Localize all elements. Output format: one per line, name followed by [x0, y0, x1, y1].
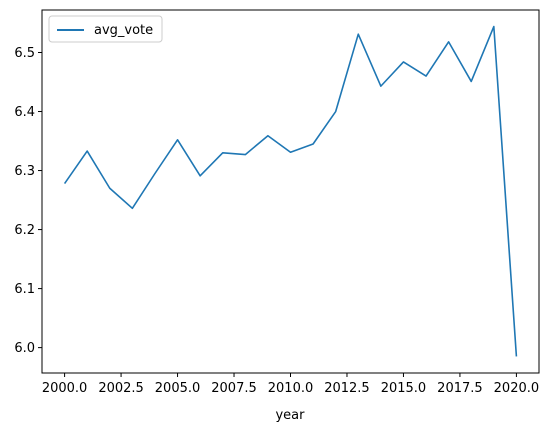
- legend-label-avg-vote: avg_vote: [94, 23, 153, 38]
- data-point: [469, 79, 474, 84]
- y-tick-label: 6.2: [14, 223, 35, 238]
- series-line-avg-vote: [65, 27, 517, 357]
- x-tick-label: 2012.5: [324, 381, 370, 396]
- x-tick-label: 2020.0: [494, 381, 540, 396]
- data-point: [491, 24, 496, 29]
- x-tick-label: 2010.0: [268, 381, 314, 396]
- data-point: [311, 141, 316, 146]
- x-tick-label: 2007.5: [211, 381, 257, 396]
- y-tick-label: 6.3: [14, 164, 35, 179]
- data-point: [152, 171, 157, 176]
- x-axis-label: year: [275, 408, 305, 423]
- y-tick-label: 6.0: [14, 341, 35, 356]
- data-point: [62, 181, 67, 186]
- data-point: [107, 186, 112, 191]
- y-tick-label: 6.1: [14, 282, 35, 297]
- data-point: [424, 74, 429, 79]
- x-tick-label: 2005.0: [155, 381, 201, 396]
- plot-frame: [42, 10, 539, 373]
- y-tick-label: 6.5: [14, 46, 35, 61]
- data-point: [265, 133, 270, 138]
- data-point: [198, 173, 203, 178]
- x-axis: 2000.0 2002.5 2005.0 2007.5 2010.0 2012.5 2015…: [42, 373, 539, 396]
- data-point: [401, 59, 406, 64]
- data-point: [288, 150, 293, 155]
- x-tick-label: 2015.0: [381, 381, 427, 396]
- data-point: [378, 84, 383, 89]
- data-point: [446, 39, 451, 44]
- x-tick-label: 2017.5: [437, 381, 483, 396]
- x-tick-label: 2002.5: [98, 381, 144, 396]
- data-point: [333, 109, 338, 114]
- series-layer: [62, 24, 519, 359]
- data-point: [175, 137, 180, 142]
- data-point: [243, 152, 248, 157]
- y-axis: 6.0 6.1 6.2 6.3 6.4 6.5: [14, 46, 42, 356]
- x-tick-label: 2000.0: [42, 381, 88, 396]
- data-point: [220, 150, 225, 155]
- data-point: [514, 354, 519, 359]
- data-point: [356, 32, 361, 37]
- data-point: [130, 206, 135, 211]
- legend: avg_vote: [49, 16, 162, 42]
- y-tick-label: 6.4: [14, 105, 35, 120]
- data-point: [85, 149, 90, 154]
